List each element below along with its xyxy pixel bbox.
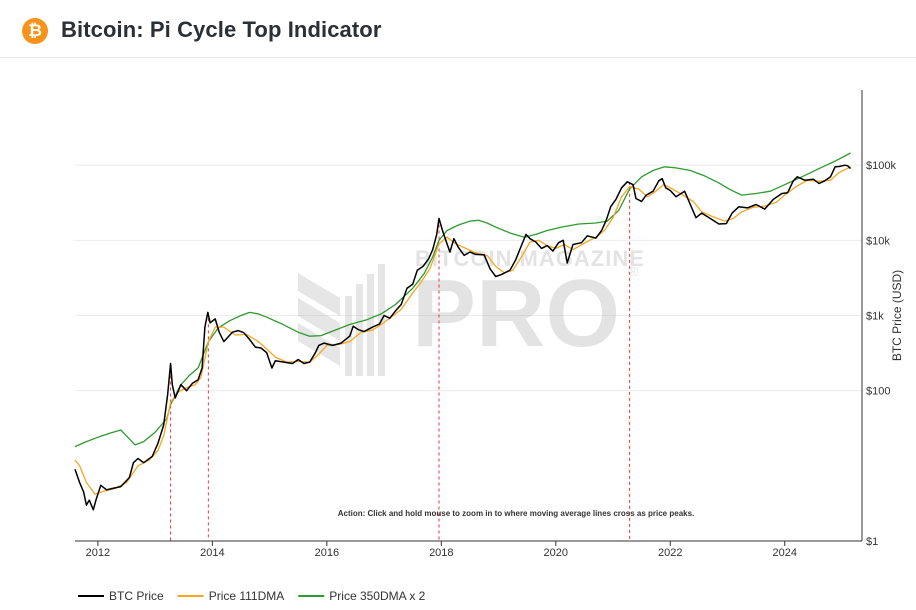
x-tick-label: 2024 (772, 547, 796, 559)
axes: $1 $100 $1k $10k $100k 2012 2014 2016 2018 2020 20… (75, 90, 904, 559)
watermark-line2: PRO (412, 260, 620, 367)
legend-item[interactable]: Price 350DMA x 2 (298, 589, 426, 603)
y-tick-label: $1k (866, 311, 884, 323)
x-tick-label: 2022 (658, 547, 682, 559)
annotation-text: Action: Click and hold mouse to zoom in … (338, 509, 695, 518)
legend-item[interactable]: BTC Price (78, 589, 164, 603)
y-tick-label: $10k (866, 235, 890, 247)
y-tick-label: $1 (866, 536, 878, 548)
x-tick-label: 2020 (544, 547, 568, 559)
y-tick-label: $100k (866, 160, 896, 172)
watermark: BITCOIN MAGAZINE PRO ® (298, 246, 645, 376)
watermark-registered: ® (628, 263, 639, 279)
legend: BTC Price Price 111DMA Price 350DMA x 2 (78, 589, 426, 603)
y-axis-label: BTC Price (USD) (890, 270, 904, 361)
series-line-btc-price (74, 164, 852, 511)
legend-label: Price 350DMA x 2 (329, 589, 425, 603)
pi-cycle-chart[interactable]: BITCOIN MAGAZINE PRO ® $1 $100 $1k $10k $100… (0, 58, 916, 610)
cross-event-lines (170, 181, 631, 541)
page-header: ₿ Bitcoin: Pi Cycle Top Indicator (0, 0, 916, 58)
x-tick-label: 2014 (200, 547, 224, 559)
page-title: Bitcoin: Pi Cycle Top Indicator (61, 17, 382, 42)
legend-label: BTC Price (109, 589, 164, 603)
x-tick-label: 2012 (86, 547, 110, 559)
x-tick-label: 2016 (315, 547, 339, 559)
x-tick-label: 2018 (429, 547, 453, 559)
legend-item[interactable]: Price 111DMA (177, 589, 285, 603)
legend-label: Price 111DMA (209, 589, 285, 603)
y-tick-label: $100 (866, 386, 890, 398)
watermark-line1: BITCOIN MAGAZINE (415, 246, 645, 271)
bitcoin-logo-icon: ₿ (22, 18, 48, 44)
series-lines (74, 152, 852, 511)
grid-lines (75, 164, 862, 392)
series-line-price-111dma (74, 166, 851, 495)
